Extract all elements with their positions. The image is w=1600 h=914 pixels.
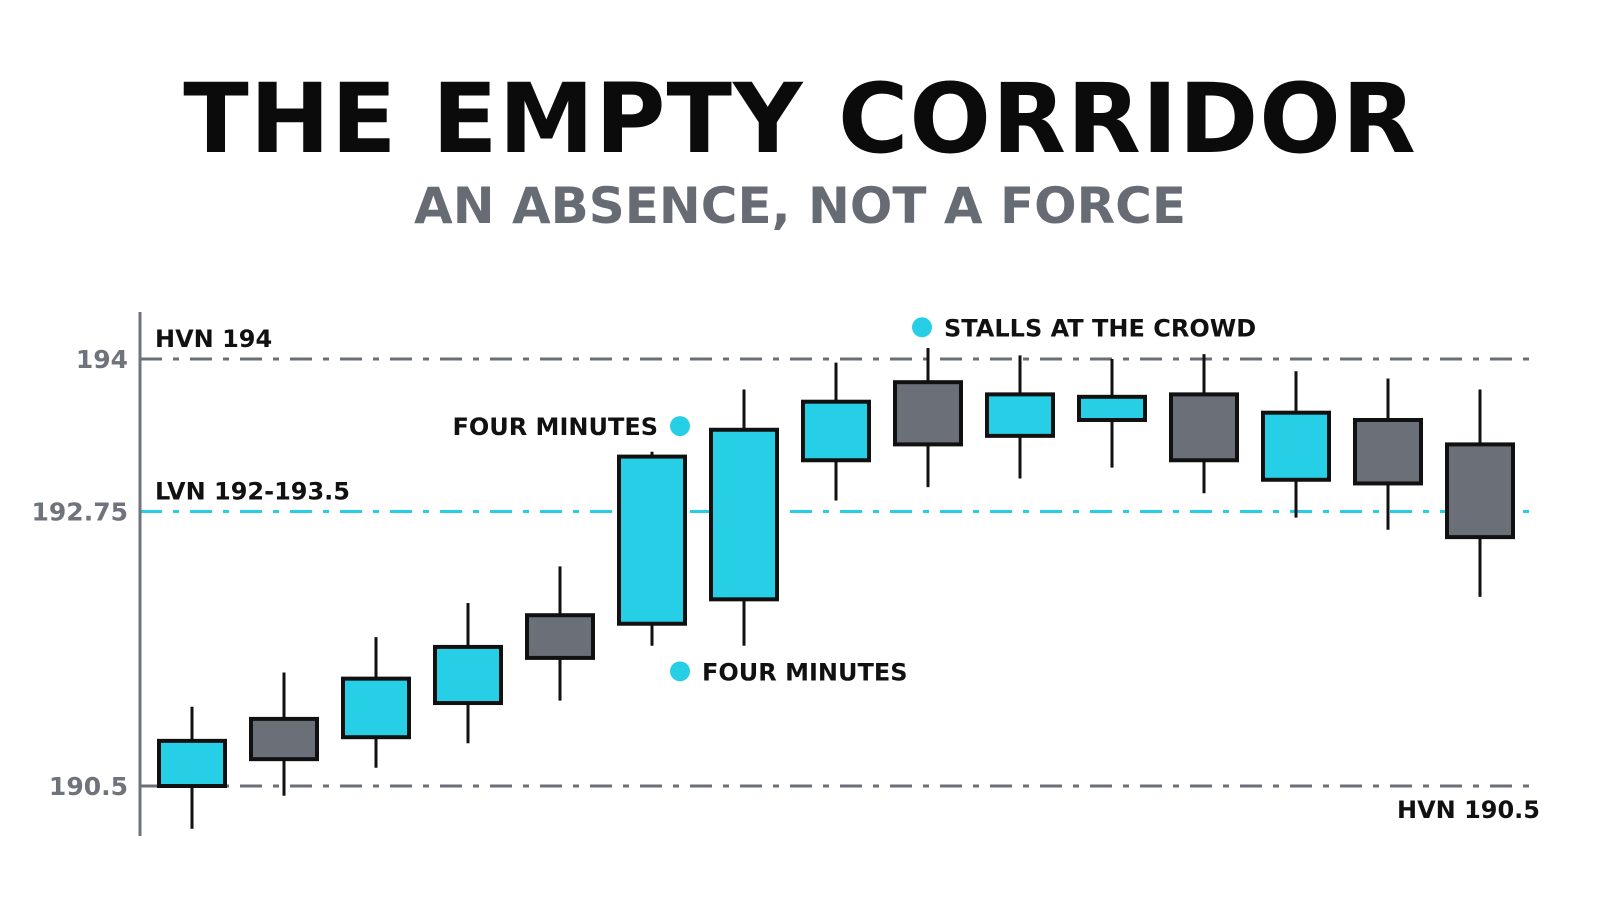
- bearish-candle-body: [1445, 442, 1515, 540]
- chart-title: THE EMPTY CORRIDOR: [183, 63, 1417, 175]
- annotation: FOUR MINUTES: [452, 413, 690, 441]
- level-label: HVN 194: [155, 325, 272, 353]
- candle: [341, 637, 411, 768]
- annotations: STALLS AT THE CROWD FOUR MINUTES FOUR MINU…: [452, 314, 1256, 686]
- bearish-candle-body: [893, 380, 963, 447]
- bullish-candle-body: [1261, 410, 1331, 482]
- bearish-candle-body: [525, 613, 595, 660]
- annotation-dot: [670, 416, 690, 437]
- candle: [1261, 371, 1331, 518]
- bearish-candle-body: [1353, 418, 1423, 486]
- bullish-candle-body: [985, 392, 1055, 438]
- annotation-label: STALLS AT THE CROWD: [944, 314, 1256, 342]
- candles: [157, 348, 1515, 829]
- annotation: STALLS AT THE CROWD: [912, 314, 1256, 342]
- annotation-label: FOUR MINUTES: [452, 413, 658, 441]
- bullish-candle-body: [433, 644, 503, 706]
- candle: [801, 362, 871, 501]
- candle: [1169, 354, 1239, 494]
- annotation-label: FOUR MINUTES: [702, 658, 908, 686]
- bullish-candle-body: [617, 454, 687, 626]
- y-tick-label: 194: [76, 345, 128, 374]
- level-label: HVN 190.5: [1397, 796, 1540, 824]
- annotation-dot: [670, 661, 690, 682]
- price-levels: HVN 194 LVN 192-193.5 HVN 190.5: [140, 325, 1540, 824]
- bullish-candle-body: [709, 427, 779, 602]
- bearish-candle-body: [1169, 392, 1239, 463]
- candle: [433, 603, 503, 744]
- y-tick-label: 192.75: [32, 498, 128, 527]
- bullish-candle-body: [157, 738, 227, 788]
- y-tick-label: 190.5: [49, 772, 128, 801]
- candle: [985, 355, 1055, 479]
- candle: [249, 672, 319, 796]
- bearish-candle-body: [249, 716, 319, 762]
- candle: [157, 706, 227, 829]
- level-label: LVN 192-193.5: [155, 478, 350, 506]
- candle: [1445, 389, 1515, 597]
- chart-subtitle: AN ABSENCE, NOT A FORCE: [414, 177, 1186, 235]
- bullish-candle-body: [341, 676, 411, 740]
- bullish-candle-body: [801, 399, 871, 463]
- candle: [525, 566, 595, 701]
- candle: [893, 348, 963, 488]
- annotation-dot: [912, 317, 932, 338]
- y-axis: 194 192.75 190.5: [32, 312, 142, 836]
- candle: [709, 389, 779, 646]
- candle: [1077, 359, 1147, 468]
- candle: [617, 451, 687, 646]
- annotation: FOUR MINUTES: [670, 658, 908, 686]
- bullish-candle-body: [1077, 394, 1147, 423]
- candle: [1353, 378, 1423, 530]
